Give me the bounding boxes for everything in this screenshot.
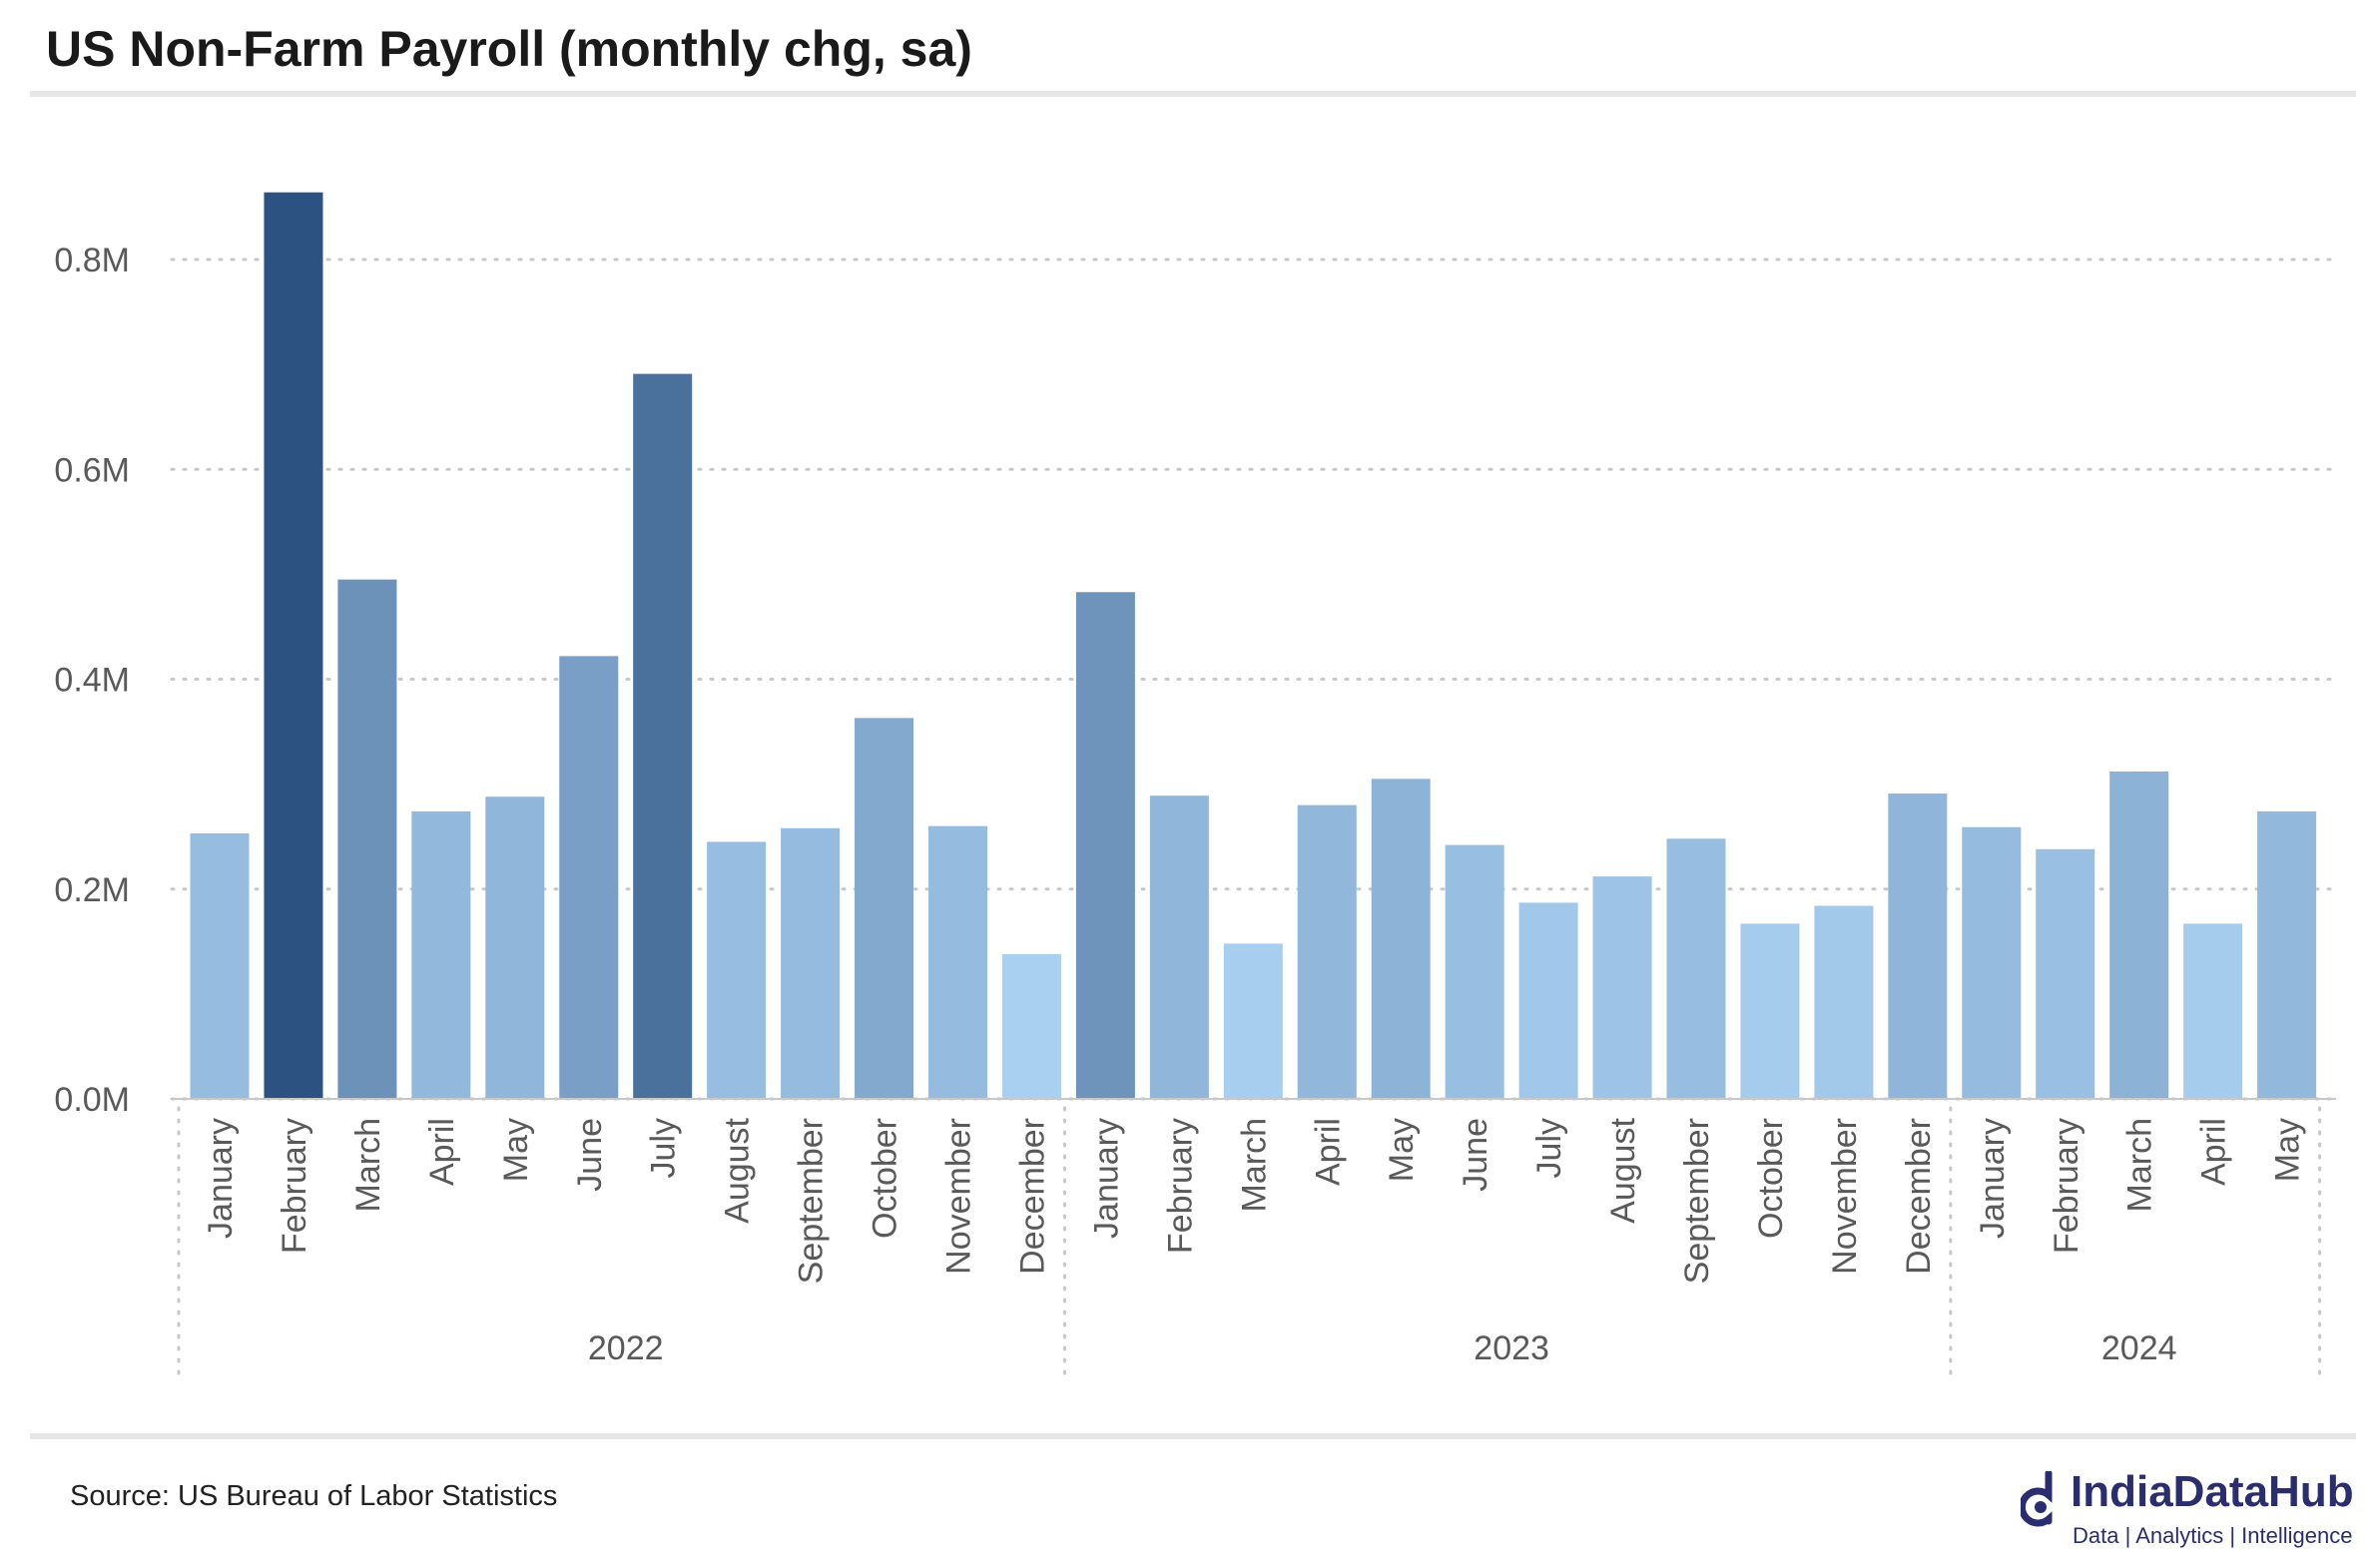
x-tick-label: January: [1974, 1118, 2012, 1239]
bar: [1592, 876, 1652, 1099]
x-tick-label: June: [571, 1118, 609, 1192]
x-tick-label: February: [276, 1118, 313, 1254]
x-tick-label: May: [497, 1118, 535, 1182]
y-tick-label: 0.6M: [54, 451, 130, 489]
bar: [633, 373, 693, 1099]
bar: [264, 192, 323, 1100]
x-tick-label: November: [940, 1118, 978, 1275]
x-tick-label: August: [1604, 1117, 1642, 1223]
bar: [855, 718, 914, 1099]
y-tick-label: 0.2M: [54, 871, 130, 909]
bar: [411, 810, 471, 1099]
x-tick-label: May: [2269, 1118, 2307, 1182]
footer-divider: [30, 1433, 2356, 1439]
brand-d-icon: [2021, 1471, 2053, 1527]
title-divider: [30, 91, 2356, 97]
bar: [1001, 953, 1061, 1099]
bar: [2257, 810, 2317, 1099]
x-tick-label: January: [202, 1118, 240, 1239]
x-tick-label: December: [1013, 1118, 1051, 1275]
bar: [1740, 923, 1800, 1099]
x-tick-label: July: [1530, 1118, 1568, 1178]
x-tick-label: March: [2121, 1118, 2159, 1212]
bar: [190, 833, 250, 1099]
bar: [781, 827, 841, 1099]
bar: [1297, 804, 1357, 1099]
x-tick-label: April: [1309, 1118, 1347, 1186]
x-tick-label: September: [793, 1118, 831, 1284]
bar: [1149, 795, 1209, 1099]
bar: [1962, 826, 2022, 1099]
year-label: 2024: [2101, 1329, 2177, 1367]
bar: [1814, 905, 1874, 1099]
x-tick-label: May: [1383, 1118, 1421, 1182]
source-note: Source: US Bureau of Labor Statistics: [70, 1480, 558, 1512]
bar-chart: 0.0M 0.2M 0.4M 0.6M 0.8M January February March…: [54, 192, 2338, 1384]
brand-logo: IndiaDataHub Data | Analytics | Intellig…: [2021, 1467, 2360, 1557]
bar: [2183, 923, 2243, 1099]
x-tick-label: February: [1161, 1118, 1199, 1254]
y-tick-label: 0.0M: [54, 1081, 130, 1119]
y-tick-label: 0.8M: [54, 242, 130, 279]
x-tick-label: July: [645, 1118, 683, 1178]
bar: [1223, 943, 1283, 1099]
bar: [2109, 772, 2169, 1099]
x-tick-label: June: [1457, 1118, 1494, 1192]
x-tick-label: August: [719, 1117, 757, 1223]
y-tick-label: 0.4M: [54, 662, 130, 700]
bar: [559, 656, 619, 1099]
bar: [2036, 848, 2095, 1099]
x-tick-label: January: [1087, 1118, 1125, 1239]
brand-name: IndiaDataHub: [2071, 1467, 2354, 1516]
year-label: 2023: [1474, 1329, 1549, 1367]
brand-tagline: Data | Analytics | Intelligence: [2073, 1523, 2353, 1548]
bar: [1888, 793, 1948, 1099]
x-tick-label: November: [1826, 1118, 1864, 1275]
x-tick-label: March: [349, 1118, 387, 1212]
bar: [337, 579, 397, 1099]
bar: [928, 825, 987, 1099]
bar: [1371, 779, 1431, 1099]
x-tick-label: April: [2195, 1118, 2233, 1186]
x-tick-label: February: [2048, 1118, 2085, 1254]
x-tick-label: October: [867, 1118, 904, 1239]
bar: [707, 841, 767, 1099]
bar: [485, 796, 545, 1099]
x-tick-label: September: [1678, 1118, 1716, 1284]
bar: [1666, 838, 1726, 1099]
x-tick-label: October: [1752, 1118, 1790, 1239]
chart-title: US Non-Farm Payroll (monthly chg, sa): [46, 21, 972, 77]
bar: [1075, 592, 1135, 1099]
x-tick-label: April: [423, 1118, 461, 1186]
bar: [1518, 902, 1578, 1099]
year-label: 2022: [588, 1329, 664, 1367]
bar: [1445, 844, 1504, 1099]
x-tick-label: December: [1900, 1118, 1938, 1275]
x-tick-label: March: [1235, 1118, 1273, 1212]
